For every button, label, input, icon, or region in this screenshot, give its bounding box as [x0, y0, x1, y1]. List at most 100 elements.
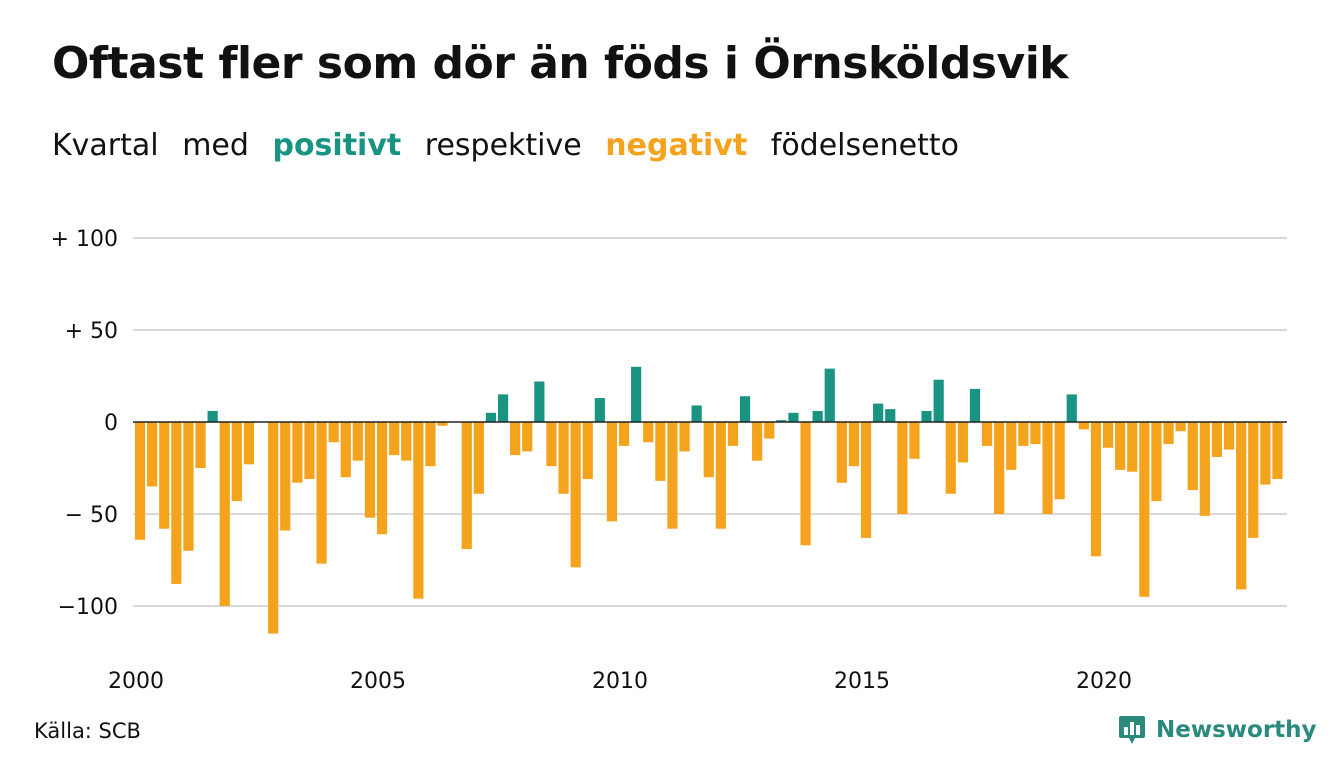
- bar: [788, 412, 799, 422]
- bar: [546, 422, 557, 467]
- bar: [812, 410, 823, 422]
- bar: [437, 422, 448, 426]
- bar: [1042, 422, 1053, 514]
- bar: [304, 422, 315, 480]
- bar: [1151, 422, 1162, 502]
- bar: [1054, 422, 1065, 500]
- bar: [558, 422, 569, 494]
- bar: [171, 422, 182, 584]
- bar: [776, 420, 787, 422]
- subtitle-part-1: Kvartal: [52, 128, 159, 163]
- brand-logo: Newsworthy: [1118, 712, 1317, 748]
- bar: [316, 422, 327, 564]
- x-tick-label: 2000: [108, 669, 164, 694]
- brand-chart-icon: [1119, 716, 1145, 744]
- bar: [945, 422, 956, 494]
- bar: [921, 410, 932, 422]
- bar: [897, 422, 908, 514]
- bar: [824, 368, 835, 422]
- y-tick-label: + 100: [51, 227, 118, 252]
- y-tick-label: + 50: [65, 319, 118, 344]
- bar: [667, 422, 678, 529]
- bar: [195, 422, 206, 468]
- bar: [425, 422, 436, 467]
- subtitle-part-2: med: [182, 128, 249, 163]
- bar: [1115, 422, 1126, 470]
- bar: [340, 422, 351, 478]
- bar: [1030, 422, 1041, 445]
- bar-chart: + 100 + 50 0 − 50 −100 2000 2005 2010 2015 2020: [51, 227, 1287, 694]
- bar: [1139, 422, 1150, 597]
- bar: [159, 422, 170, 529]
- x-tick-label: 2005: [350, 669, 406, 694]
- bar: [739, 396, 751, 422]
- bar: [328, 422, 339, 443]
- bar: [933, 379, 944, 422]
- bar: [691, 405, 702, 422]
- bar: [1163, 422, 1174, 445]
- bar: [909, 422, 920, 459]
- bar: [1127, 422, 1138, 472]
- bar: [1006, 422, 1017, 470]
- bar: [1187, 422, 1198, 491]
- bar: [679, 422, 690, 452]
- source-label: Källa: SCB: [34, 719, 141, 743]
- y-tick-label: − 50: [65, 503, 118, 528]
- bar: [836, 422, 847, 483]
- bar: [280, 422, 291, 531]
- bar: [981, 422, 993, 446]
- brand-name: Newsworthy: [1156, 717, 1317, 743]
- bar: [243, 422, 255, 465]
- bar: [1018, 422, 1029, 446]
- bar: [994, 422, 1005, 514]
- bar: [873, 403, 884, 422]
- bar: [1272, 422, 1283, 480]
- bar: [1211, 422, 1223, 457]
- x-tick-label: 2020: [1076, 669, 1132, 694]
- bar: [631, 366, 642, 422]
- bar: [534, 381, 545, 422]
- bar: [957, 422, 968, 463]
- chart-title: Oftast fler som dör än föds i Örnsköldsv…: [52, 38, 1069, 89]
- bar: [1090, 422, 1102, 557]
- bar: [497, 394, 509, 422]
- bar: [389, 422, 400, 456]
- x-tick-label: 2010: [592, 669, 648, 694]
- subtitle-negative-label: negativt: [605, 128, 748, 163]
- bar: [134, 422, 146, 540]
- bar: [860, 422, 872, 538]
- chart-subtitle: Kvartal med positivt respektive negativt…: [52, 128, 973, 163]
- bar: [1223, 422, 1235, 450]
- bar: [401, 422, 412, 461]
- bar: [1199, 422, 1210, 516]
- bar: [485, 412, 497, 422]
- bar: [885, 409, 896, 422]
- bar: [231, 422, 242, 502]
- bar: [364, 422, 376, 518]
- bar: [643, 422, 654, 443]
- bar: [703, 422, 714, 478]
- subtitle-part-3: respektive: [424, 128, 582, 163]
- bar: [522, 422, 533, 452]
- bar: [510, 422, 521, 456]
- bar: [752, 422, 763, 461]
- bar: [715, 422, 726, 529]
- bar: [1236, 422, 1247, 590]
- bar: [207, 410, 218, 422]
- bar: [183, 422, 194, 551]
- bar: [848, 422, 860, 467]
- bar: [268, 422, 279, 634]
- subtitle-positive-label: positivt: [272, 128, 402, 163]
- bar: [969, 388, 981, 422]
- bar: [1066, 394, 1077, 422]
- bar: [292, 422, 303, 483]
- bar: [618, 422, 630, 446]
- x-tick-label: 2015: [834, 669, 890, 694]
- bar: [570, 422, 581, 568]
- bar: [219, 422, 230, 606]
- bar: [582, 422, 593, 480]
- bar: [376, 422, 388, 535]
- bar: [473, 422, 484, 494]
- bar: [1078, 422, 1089, 430]
- y-tick-label: −100: [58, 595, 118, 620]
